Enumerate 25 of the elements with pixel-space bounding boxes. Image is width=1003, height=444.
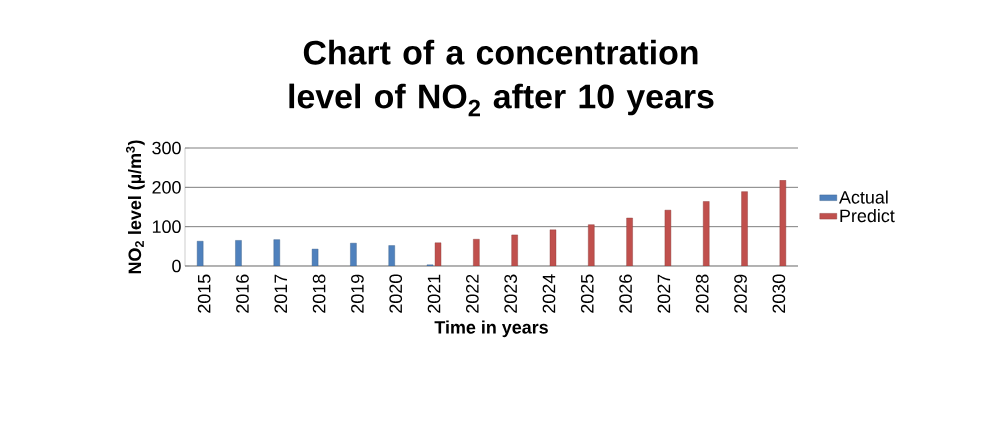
- x-tick-label: 2023: [504, 274, 518, 313]
- x-tick-label: 2025: [580, 274, 594, 313]
- y-tick-label: 100: [152, 220, 181, 234]
- y-tick-label: 200: [152, 180, 181, 194]
- x-tick-label: 2016: [236, 274, 249, 313]
- x-tick-label: 2030: [772, 274, 786, 313]
- x-axis-title: Time in years: [434, 320, 548, 338]
- x-tick-label: 2029: [734, 274, 747, 313]
- x-tick-label: 2028: [695, 274, 709, 313]
- chart-title: Chart of a concentration level of NO$_{2}$ after 10 years: [289, 39, 714, 117]
- x-tick-label: 2018: [312, 274, 326, 313]
- x-tick-label: 2027: [657, 274, 671, 313]
- x-tick-label: 2022: [465, 274, 479, 313]
- legend-label: Predict: [840, 208, 895, 223]
- x-tick-label: 2020: [389, 274, 403, 313]
- x-tick-label: 2017: [274, 274, 288, 313]
- x-tick-label: 2015: [197, 274, 211, 313]
- legend-label: Actual: [839, 190, 888, 204]
- x-tick-label: 2026: [619, 274, 632, 313]
- y-tick-label: 0: [172, 259, 181, 273]
- x-tick-label: 2024: [542, 274, 556, 313]
- x-tick-label: 2019: [351, 274, 364, 313]
- y-tick-label: 300: [152, 141, 181, 155]
- x-tick-label: 2021: [427, 274, 441, 313]
- y-axis-title: NO$_{2}$ level (µ/m$^{3}$): [125, 140, 145, 274]
